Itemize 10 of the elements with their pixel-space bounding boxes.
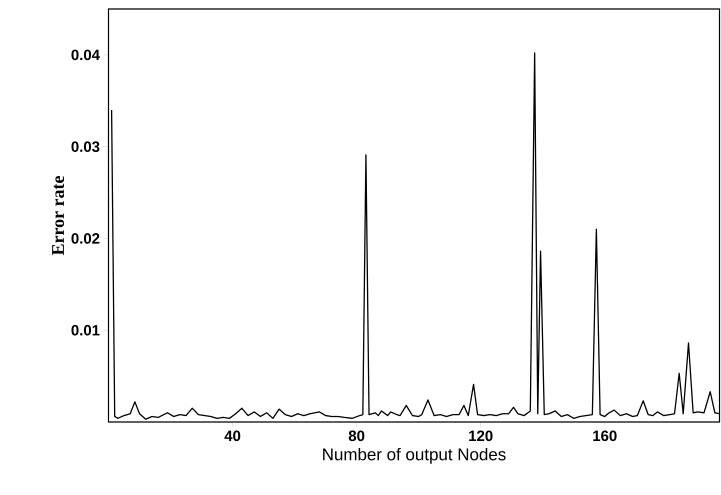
x-axis-title: Number of output Nodes [323,448,506,464]
y-tick-label: 0.02 [71,233,100,244]
y-axis-title: Error rate [52,176,64,256]
x-tick-label: 160 [593,430,617,442]
x-tick-label: 40 [224,430,240,442]
y-tick-label: 0.03 [71,141,100,152]
x-tick-label: 80 [348,430,364,442]
y-tick-label: 0.01 [71,324,100,336]
y-tick-label: 0.04 [71,50,100,60]
x-tick-label: 120 [469,430,493,442]
